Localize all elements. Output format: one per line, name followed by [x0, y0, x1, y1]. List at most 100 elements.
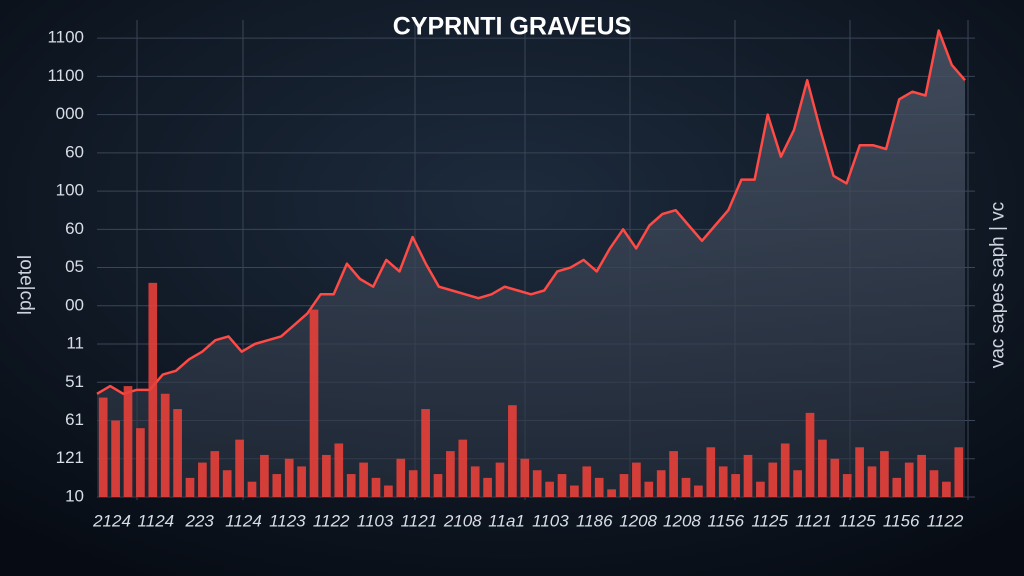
- bar: [904, 462, 914, 497]
- bar: [334, 443, 344, 497]
- bar: [954, 447, 964, 497]
- bar: [384, 485, 393, 497]
- bar: [247, 481, 257, 497]
- bar: [322, 454, 331, 497]
- bar: [818, 439, 827, 497]
- bar: [421, 409, 430, 497]
- bar: [284, 458, 294, 497]
- bar: [805, 412, 815, 497]
- bar: [892, 477, 902, 497]
- bar: [557, 474, 567, 497]
- x-tick-label: 2124: [92, 511, 131, 530]
- bar: [855, 447, 864, 497]
- bar: [830, 458, 840, 497]
- y2-axis-label: ɔʌ | ɥdɐs sǝdɐs ɔɐʌ: [988, 202, 1009, 369]
- y-tick-label: 10: [65, 486, 84, 505]
- y-tick-label: 11: [66, 334, 84, 353]
- bar: [694, 485, 703, 497]
- bar: [520, 458, 530, 497]
- x-tick-label: 223: [184, 511, 214, 530]
- x-tick-label: 1103: [532, 511, 569, 530]
- x-tick-label: 2108: [443, 511, 482, 530]
- bar: [359, 462, 368, 497]
- bar: [681, 477, 691, 497]
- bar: [656, 470, 666, 497]
- bar: [346, 474, 356, 497]
- bar: [160, 393, 170, 497]
- bar: [743, 454, 753, 497]
- y-tick-label: 60: [65, 219, 84, 238]
- x-tick-label: 11a1: [488, 511, 525, 530]
- chart-title: CYPRNTI GRAVEUS: [393, 13, 631, 41]
- x-tick-label: 1125: [839, 511, 876, 530]
- y-tick-label: 60: [65, 142, 84, 161]
- bar: [594, 477, 604, 497]
- x-tick-label: 1125: [751, 511, 788, 530]
- y-tick-label: 51: [65, 372, 84, 391]
- bar: [297, 466, 306, 497]
- bar: [669, 451, 678, 497]
- y-tick-label: 000: [56, 104, 84, 123]
- bar: [607, 489, 616, 497]
- bar: [942, 481, 951, 497]
- bar: [185, 477, 195, 497]
- bar: [867, 466, 877, 497]
- bar: [780, 443, 790, 497]
- bar: [582, 466, 592, 497]
- y-tick-label: 1100: [47, 66, 84, 85]
- bar: [136, 428, 145, 497]
- bar: [929, 470, 939, 497]
- bar: [508, 405, 517, 497]
- x-tick-label: 1208: [663, 511, 701, 530]
- bar: [446, 451, 455, 497]
- bar: [619, 474, 629, 497]
- x-tick-label: 1208: [619, 511, 657, 530]
- bar: [706, 447, 716, 497]
- bar: [570, 485, 579, 497]
- x-tick-label: 1186: [576, 511, 613, 530]
- y-tick-label: 00: [65, 295, 84, 314]
- x-tick-label: 1124: [225, 511, 262, 530]
- x-tick-label: 1122: [927, 511, 964, 530]
- bar: [545, 481, 554, 497]
- bar: [260, 454, 269, 497]
- bar: [198, 462, 207, 497]
- bar: [123, 386, 133, 497]
- x-tick-label: 1122: [313, 511, 350, 530]
- x-tick-label: 1103: [357, 511, 394, 530]
- bar: [532, 470, 542, 497]
- bar: [148, 282, 158, 497]
- y-tick-label: 121: [56, 448, 84, 467]
- x-tick-label: 1123: [269, 511, 306, 530]
- y-tick-label: 61: [65, 410, 84, 429]
- bar: [235, 439, 244, 497]
- bar: [309, 309, 319, 497]
- bar: [632, 462, 641, 497]
- x-tick-label: 1156: [883, 511, 920, 530]
- bar: [793, 470, 802, 497]
- y-tick-label: 100: [56, 181, 84, 200]
- bar: [408, 470, 418, 497]
- bar: [433, 474, 443, 497]
- bar: [371, 477, 381, 497]
- bar: [111, 420, 120, 497]
- x-tick-label: 1156: [708, 511, 745, 530]
- bar: [731, 474, 740, 497]
- x-tick-label: 1121: [795, 511, 832, 530]
- bar: [222, 470, 232, 497]
- bar: [483, 477, 492, 497]
- bar: [756, 481, 765, 497]
- bar: [644, 481, 654, 497]
- bar: [842, 474, 852, 497]
- bar: [768, 462, 778, 497]
- bar: [470, 466, 480, 497]
- bar: [272, 474, 282, 497]
- y-tick-label: 1100: [47, 28, 84, 47]
- x-tick-label: 1121: [401, 511, 438, 530]
- bar: [880, 451, 889, 497]
- bar: [458, 439, 468, 497]
- x-tick-label: 1124: [138, 511, 175, 530]
- bar: [210, 451, 220, 497]
- bar: [495, 462, 505, 497]
